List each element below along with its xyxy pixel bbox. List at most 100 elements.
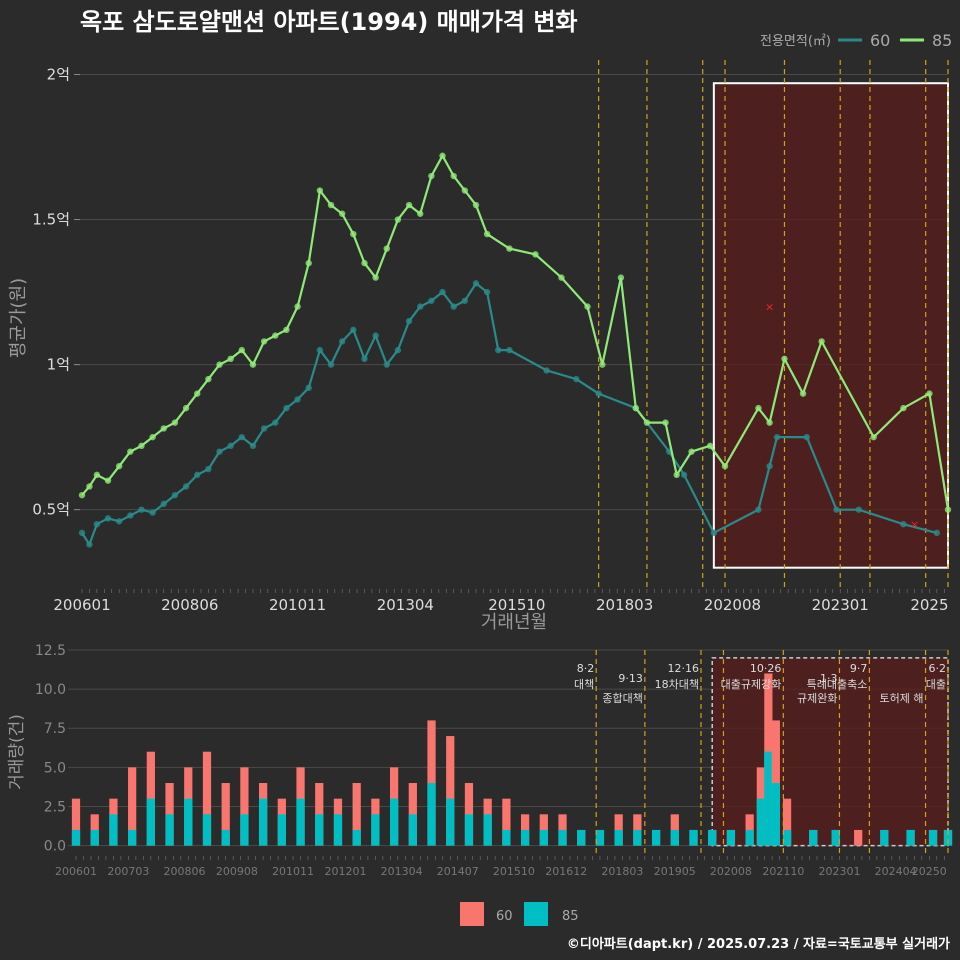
volume-x-tick-label: 202110 bbox=[762, 865, 804, 878]
data-point-85 bbox=[394, 216, 402, 223]
data-point-60 bbox=[361, 355, 368, 363]
data-point-85 bbox=[781, 355, 788, 363]
data-point-60 bbox=[855, 506, 862, 513]
policy-name-label: 대출규제강화 bbox=[721, 678, 782, 691]
policy-date-label: 6·2 bbox=[929, 662, 947, 675]
bar-60 bbox=[128, 767, 137, 846]
volume-y-tick-label: 0.0 bbox=[44, 839, 66, 855]
volume-legend: 60 85 bbox=[460, 902, 579, 926]
bar-85 bbox=[928, 829, 938, 846]
data-point-60 bbox=[680, 471, 688, 479]
data-point-60 bbox=[766, 462, 773, 470]
bar-85 bbox=[831, 829, 840, 846]
data-point-85 bbox=[338, 210, 346, 217]
data-point-85 bbox=[483, 230, 491, 238]
policy-date-label: 9·7 bbox=[850, 662, 868, 675]
policy-date-label: 9·13 bbox=[618, 672, 643, 685]
legend-title: 전용면적(㎡) bbox=[760, 34, 831, 49]
policy-date-label: 1·3 bbox=[820, 672, 838, 685]
legend-swatch-bar-60 bbox=[460, 902, 484, 926]
data-point-85 bbox=[383, 245, 390, 252]
price-x-tick-label: 201510 bbox=[488, 596, 545, 614]
bar-85 bbox=[595, 829, 605, 846]
price-x-tick-label: 202301 bbox=[812, 596, 869, 614]
bar-85 bbox=[539, 829, 548, 846]
data-point-85 bbox=[372, 274, 379, 281]
data-point-60 bbox=[394, 346, 402, 354]
data-point-60 bbox=[171, 491, 179, 499]
data-point-60 bbox=[900, 520, 907, 528]
bar-85 bbox=[771, 783, 780, 846]
data-point-85 bbox=[818, 338, 825, 345]
policy-name-label: 대책 bbox=[574, 678, 594, 691]
data-point-85 bbox=[316, 187, 324, 194]
volume-y-tick-label: 7.5 bbox=[44, 721, 66, 737]
data-point-85 bbox=[706, 442, 714, 450]
policy-name-label: 규제완화 bbox=[797, 692, 837, 705]
bar-85 bbox=[427, 783, 436, 846]
data-point-60 bbox=[115, 518, 123, 525]
bar-85 bbox=[502, 829, 511, 846]
volume-axes: 200601 200703 200806 200908 201011 201201 2013… bbox=[55, 856, 947, 878]
data-point-60 bbox=[78, 529, 86, 537]
data-point-60 bbox=[316, 346, 324, 354]
bar-85 bbox=[184, 798, 193, 846]
data-point-85 bbox=[260, 338, 268, 345]
chart-title: 옥포 삼도로얄맨션 아파트(1994) 매매가격 변화 bbox=[80, 8, 578, 36]
data-point-60 bbox=[205, 465, 212, 473]
data-point-85 bbox=[926, 390, 933, 397]
bar-85 bbox=[651, 829, 661, 846]
data-point-60 bbox=[327, 361, 335, 368]
data-point-60 bbox=[495, 346, 502, 354]
data-point-85 bbox=[86, 483, 93, 490]
bar-85 bbox=[809, 829, 818, 846]
bar-85 bbox=[558, 829, 567, 846]
price-x-tick-label: 200601 bbox=[53, 596, 110, 614]
data-point-60 bbox=[249, 442, 257, 450]
highlight-box bbox=[712, 82, 950, 569]
price-y-tick-label: 1억 bbox=[47, 356, 70, 374]
data-point-60 bbox=[338, 338, 346, 345]
price-y-tick-label: 0.5억 bbox=[32, 501, 70, 519]
data-point-60 bbox=[238, 433, 246, 441]
data-point-85 bbox=[361, 259, 368, 267]
bar-60 bbox=[221, 783, 230, 846]
policy-name-label: 종합대책 bbox=[602, 692, 642, 705]
volume-x-tick-label: 200703 bbox=[107, 865, 149, 878]
data-point-85 bbox=[673, 471, 680, 479]
data-point-85 bbox=[149, 433, 156, 441]
data-point-85 bbox=[688, 448, 695, 455]
data-point-60 bbox=[227, 442, 234, 450]
data-point-85 bbox=[472, 201, 480, 209]
volume-y-tick-label: 12.5 bbox=[35, 643, 66, 659]
data-point-85 bbox=[662, 419, 669, 426]
data-point-85 bbox=[227, 355, 234, 363]
data-point-60 bbox=[260, 425, 268, 432]
policy-date-label: 12·16 bbox=[667, 662, 699, 675]
data-point-85 bbox=[127, 448, 134, 455]
bar-85 bbox=[708, 829, 717, 846]
data-point-85 bbox=[327, 201, 335, 209]
volume-x-tick-label: 201201 bbox=[324, 865, 366, 878]
price-x-tick-label: 201011 bbox=[269, 596, 326, 614]
volume-x-tick-label: 200601 bbox=[55, 865, 97, 878]
data-point-85 bbox=[160, 425, 167, 432]
data-point-85 bbox=[599, 361, 606, 368]
data-point-85 bbox=[249, 361, 257, 368]
data-point-85 bbox=[305, 259, 312, 267]
data-point-85 bbox=[182, 404, 190, 412]
data-point-60 bbox=[383, 361, 390, 368]
bar-85 bbox=[240, 814, 249, 846]
data-point-85 bbox=[194, 390, 201, 397]
bar-85 bbox=[371, 814, 380, 846]
data-point-60 bbox=[272, 419, 279, 426]
data-point-85 bbox=[506, 245, 513, 252]
price-y-axis-label: 평균가(원) bbox=[8, 278, 29, 358]
data-point-60 bbox=[461, 297, 469, 304]
data-point-60 bbox=[595, 390, 602, 397]
price-x-tick-label: 2025 bbox=[910, 596, 948, 614]
data-point-60 bbox=[216, 448, 223, 455]
bar-85 bbox=[259, 798, 268, 846]
volume-x-tick-label: 202301 bbox=[818, 865, 860, 878]
